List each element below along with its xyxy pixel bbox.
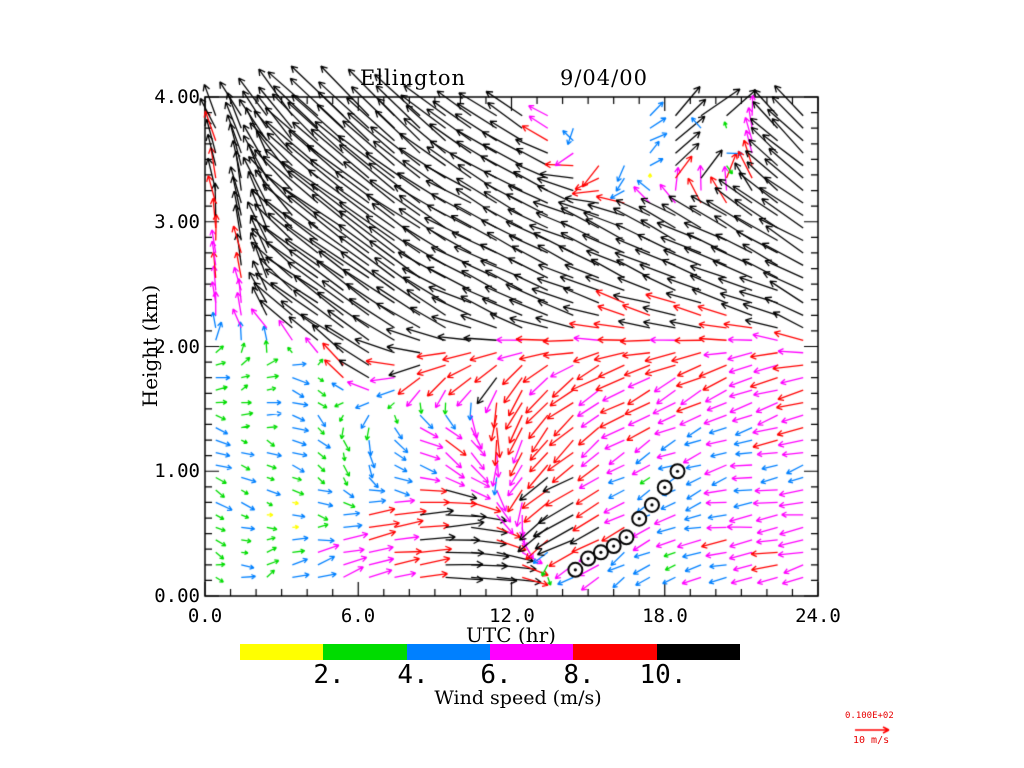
y-tick-label-1: 1.00 [154, 460, 200, 482]
colorbar-segment-red [573, 644, 657, 660]
wind-speed-colorbar [240, 644, 740, 660]
colorbar-segment-black [656, 644, 740, 660]
colorbar-segment-green [323, 644, 407, 660]
x-axis-label: UTC (hr) [466, 623, 556, 647]
x-tick-label-18: 18.0 [642, 605, 688, 627]
chart-date: 9/04/00 [560, 66, 648, 90]
x-tick-label-6: 6.0 [340, 605, 376, 627]
reference-vector-caption: 10 m/s [853, 735, 890, 746]
colorbar-label-4: 4. [397, 660, 429, 690]
colorbar-segment-magenta [489, 644, 574, 660]
colorbar-segment-yellow [240, 644, 324, 660]
y-tick-label-0: 0.00 [154, 585, 200, 607]
y-tick-label-3: 3.00 [154, 211, 200, 233]
y-tick-label-4: 4.00 [154, 86, 200, 108]
colorbar-label-10: 10. [639, 660, 687, 690]
x-tick-label-0: 0.0 [187, 605, 223, 627]
y-tick-label-2: 2.00 [154, 336, 200, 358]
x-tick-label-24: 24.0 [795, 605, 841, 627]
colorbar-label-8: 8. [563, 660, 595, 690]
y-axis-label: Height (km) [138, 284, 162, 408]
colorbar-caption: Wind speed (m/s) [434, 687, 602, 709]
chart-title: Ellington [360, 66, 467, 90]
colorbar-segment-blue [406, 644, 490, 660]
colorbar-label-2: 2. [313, 660, 345, 690]
colorbar-label-6: 6. [480, 660, 512, 690]
x-tick-label-12: 12.0 [489, 605, 535, 627]
reference-vector-label: 0.100E+02 [845, 711, 894, 721]
